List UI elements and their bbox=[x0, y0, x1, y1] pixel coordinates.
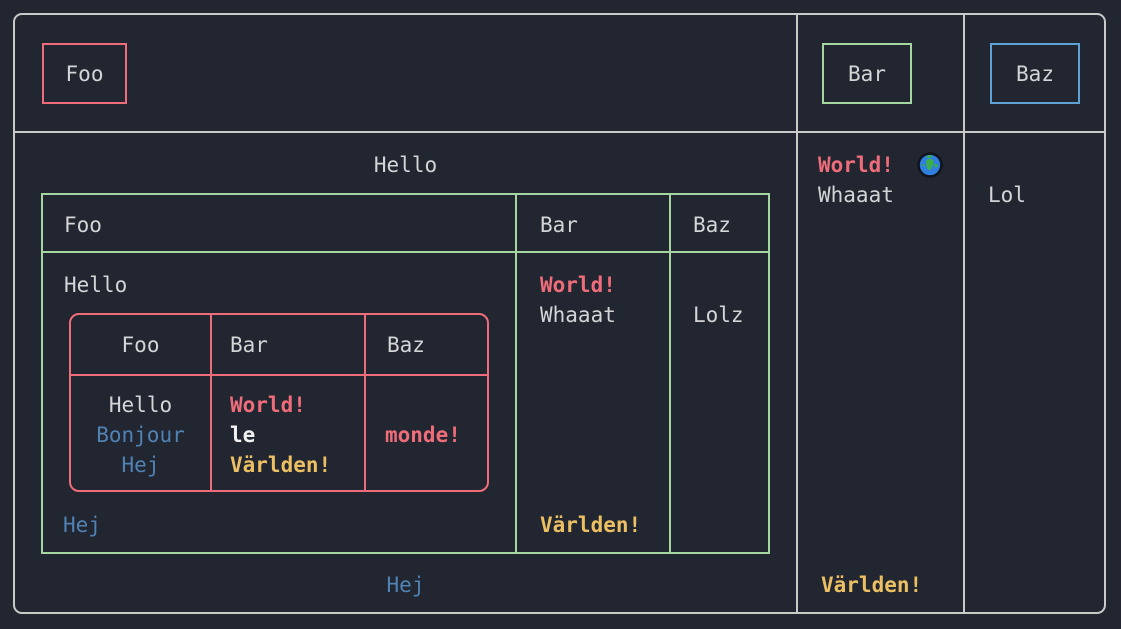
red-bar-cell-line-varlden: Världen! bbox=[230, 453, 332, 477]
outer-foo-cell-hello: Hello bbox=[373, 153, 438, 177]
red-header-foo: Foo bbox=[121, 333, 160, 357]
outer-header-baz-label: Baz bbox=[1016, 61, 1054, 86]
red-foo-cell-line-bonjour: Bonjour bbox=[96, 423, 185, 447]
outer-table-column-separator-1 bbox=[796, 15, 798, 612]
earth-globe-icon bbox=[917, 152, 943, 178]
outer-header-foo-label: Foo bbox=[65, 61, 104, 86]
green-bar-cell-whaaat: Whaaat bbox=[540, 303, 616, 327]
green-bar-cell-varlden: Världen! bbox=[540, 513, 642, 537]
green-table-frame bbox=[41, 193, 770, 554]
outer-header-foo-panel: Foo bbox=[42, 43, 127, 104]
red-baz-cell-monde: monde! bbox=[385, 423, 461, 447]
green-table-column-separator-1 bbox=[515, 195, 517, 552]
outer-baz-cell-lol: Lol bbox=[988, 183, 1026, 207]
outer-bar-cell-world: World! bbox=[818, 153, 894, 177]
red-header-bar: Bar bbox=[230, 333, 268, 357]
outer-table-header-separator bbox=[15, 131, 1104, 133]
green-header-bar: Bar bbox=[540, 213, 578, 237]
red-header-baz: Baz bbox=[387, 333, 425, 357]
green-baz-cell-lolz: Lolz bbox=[693, 303, 744, 327]
green-foo-cell-hello: Hello bbox=[64, 273, 128, 297]
outer-table-frame bbox=[13, 13, 1106, 614]
green-table-header-separator bbox=[43, 251, 768, 253]
red-foo-cell-line-hej: Hej bbox=[121, 453, 160, 477]
green-header-baz: Baz bbox=[693, 213, 731, 237]
red-foo-cell-line-hello: Hello bbox=[108, 393, 173, 417]
red-table-column-separator-2 bbox=[364, 315, 366, 490]
outer-header-bar-panel: Bar bbox=[822, 43, 912, 104]
green-foo-cell-hej: Hej bbox=[63, 513, 101, 537]
green-table-column-separator-2 bbox=[669, 195, 671, 552]
outer-header-bar-label: Bar bbox=[848, 61, 886, 86]
red-bar-cell-line-le: le bbox=[230, 423, 256, 447]
outer-bar-cell-whaaat: Whaaat bbox=[818, 183, 894, 207]
outer-bar-cell-varlden: Världen! bbox=[821, 573, 923, 597]
red-table-frame bbox=[69, 313, 489, 492]
green-bar-cell-world: World! bbox=[540, 273, 616, 297]
red-bar-cell-line-world: World! bbox=[230, 393, 306, 417]
outer-table-column-separator-2 bbox=[963, 15, 965, 612]
outer-header-baz-panel: Baz bbox=[990, 43, 1080, 104]
green-header-foo: Foo bbox=[64, 213, 102, 237]
outer-foo-cell-hej: Hej bbox=[386, 573, 425, 597]
red-table-column-separator-1 bbox=[210, 315, 212, 490]
red-table-header-separator bbox=[71, 374, 487, 376]
